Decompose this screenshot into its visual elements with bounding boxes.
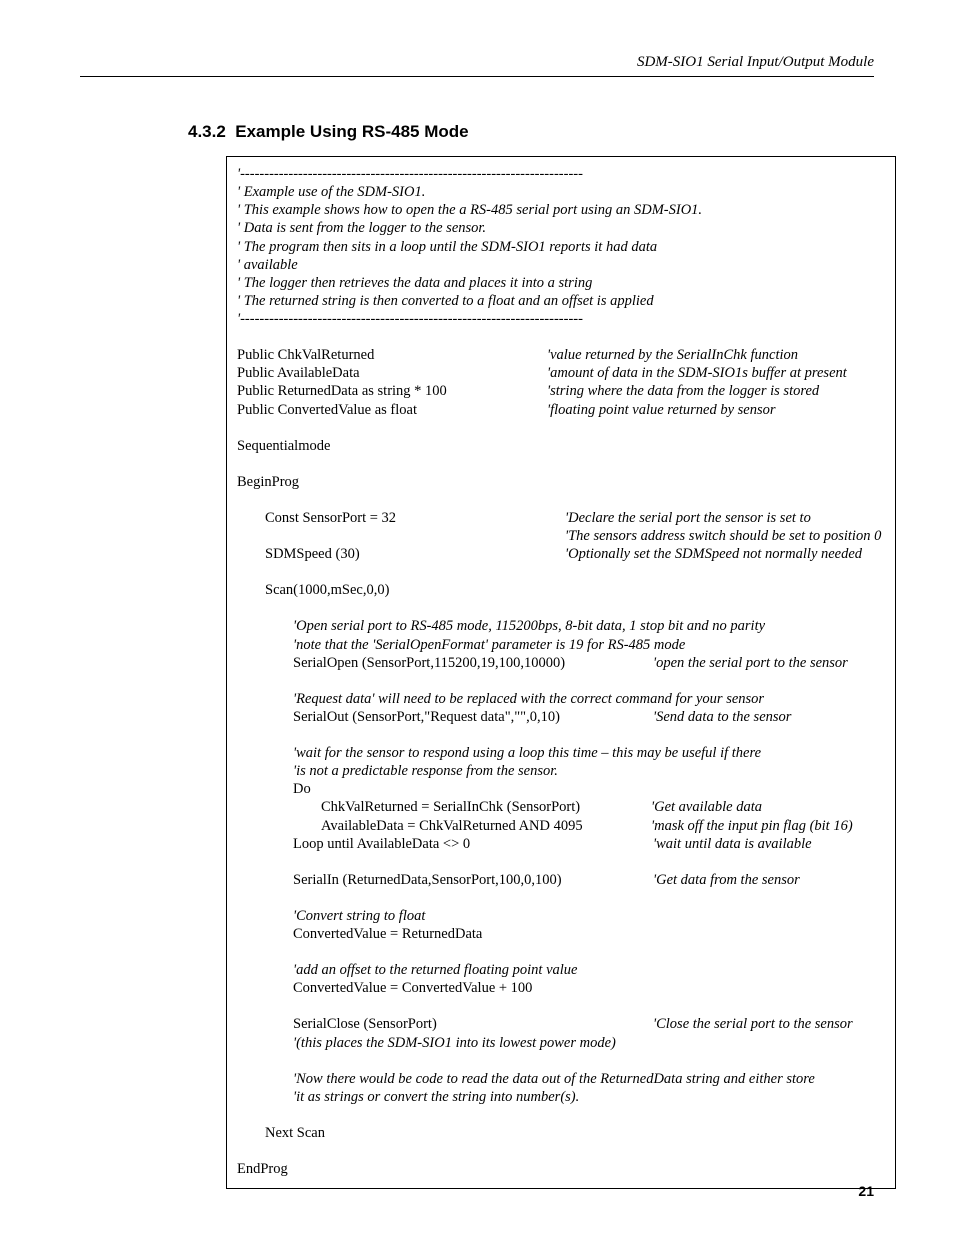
code-comment: 'Convert string to float: [237, 907, 885, 925]
code-comment: 'wait for the sensor to respond using a …: [237, 744, 885, 762]
code-line: ConvertedValue = ConvertedValue + 100: [237, 979, 885, 997]
code-comment: ' Data is sent from the logger to the se…: [237, 219, 885, 237]
code-comment: 'Now there would be code to read the dat…: [237, 1070, 885, 1088]
code-line: ChkValReturned = SerialInChk (SensorPort…: [237, 798, 885, 816]
header-rule: [80, 76, 874, 77]
code-line: ConvertedValue = ReturnedData: [237, 925, 885, 943]
page-number: 21: [858, 1183, 874, 1199]
code-comment: 'The sensors address switch should be se…: [237, 527, 885, 545]
code-comment: ' The program then sits in a loop until …: [237, 238, 885, 256]
running-header: SDM-SIO1 Serial Input/Output Module: [637, 54, 874, 71]
code-comment: 'note that the 'SerialOpenFormat' parame…: [237, 636, 885, 654]
code-line: Sequentialmode: [237, 437, 885, 455]
code-line: Loop until AvailableData <> 0'wait until…: [237, 835, 885, 853]
code-line: Public ChkValReturned'value returned by …: [237, 346, 885, 364]
code-comment: 'it as strings or convert the string int…: [237, 1088, 885, 1106]
code-line: Public ReturnedData as string * 100'stri…: [237, 382, 885, 400]
code-line: SDMSpeed (30)'Optionally set the SDMSpee…: [237, 545, 885, 563]
section-title: Example Using RS-485 Mode: [235, 122, 468, 141]
code-line: Public ConvertedValue as float'floating …: [237, 401, 885, 419]
code-line: Next Scan: [237, 1124, 885, 1142]
code-line: Const SensorPort = 32'Declare the serial…: [237, 509, 885, 527]
code-line: SerialIn (ReturnedData,SensorPort,100,0,…: [237, 871, 885, 889]
code-comment: ' The returned string is then converted …: [237, 292, 885, 310]
code-comment: '---------------------------------------…: [237, 310, 885, 328]
code-comment: '---------------------------------------…: [237, 165, 885, 183]
code-comment: 'Open serial port to RS-485 mode, 115200…: [237, 617, 885, 635]
code-comment: 'add an offset to the returned floating …: [237, 961, 885, 979]
code-line: EndProg: [237, 1160, 885, 1178]
code-line: SerialOut (SensorPort,"Request data","",…: [237, 708, 885, 726]
code-comment: ' The logger then retrieves the data and…: [237, 274, 885, 292]
code-comment: '(this places the SDM-SIO1 into its lowe…: [237, 1034, 885, 1052]
code-line: BeginProg: [237, 473, 885, 491]
code-line: Public AvailableData'amount of data in t…: [237, 364, 885, 382]
code-line: Do: [237, 780, 885, 798]
code-comment: ' This example shows how to open the a R…: [237, 201, 885, 219]
code-comment: ' available: [237, 256, 885, 274]
code-line: AvailableData = ChkValReturned AND 4095'…: [237, 817, 885, 835]
code-comment: 'Request data' will need to be replaced …: [237, 690, 885, 708]
code-line: SerialOpen (SensorPort,115200,19,100,100…: [237, 654, 885, 672]
code-comment: 'is not a predictable response from the …: [237, 762, 885, 780]
page: SDM-SIO1 Serial Input/Output Module 4.3.…: [0, 0, 954, 1235]
section-heading: 4.3.2 Example Using RS-485 Mode: [188, 122, 874, 142]
code-listing: '---------------------------------------…: [226, 156, 896, 1189]
code-line: Scan(1000,mSec,0,0): [237, 581, 885, 599]
section-number: 4.3.2: [188, 122, 226, 141]
code-comment: ' Example use of the SDM-SIO1.: [237, 183, 885, 201]
code-line: SerialClose (SensorPort)'Close the seria…: [237, 1015, 885, 1033]
